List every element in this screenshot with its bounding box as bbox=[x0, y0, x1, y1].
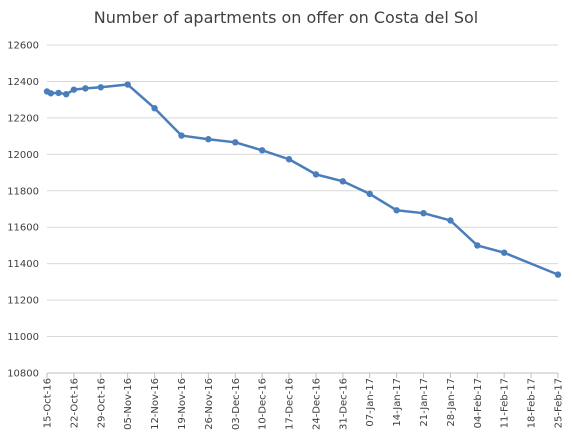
x-tick-label: 05-Nov-16 bbox=[123, 378, 134, 430]
data-point bbox=[339, 178, 347, 185]
x-tick-label: 19-Nov-16 bbox=[177, 378, 188, 430]
y-tick-label: 12200 bbox=[7, 113, 39, 124]
data-point bbox=[63, 91, 70, 98]
x-tick-label: 26-Nov-16 bbox=[204, 378, 215, 430]
x-tick-label: 15-Oct-16 bbox=[43, 378, 54, 428]
data-point bbox=[178, 132, 185, 139]
chart-title: Number of apartments on offer on Costa d… bbox=[93, 8, 479, 27]
x-tick-label: 21-Jan-17 bbox=[419, 378, 430, 427]
x-tick-label: 25-Feb-17 bbox=[554, 378, 565, 428]
data-point bbox=[205, 136, 212, 143]
x-tick-label: 04-Feb-17 bbox=[473, 378, 484, 428]
x-tick-label: 10-Dec-16 bbox=[258, 378, 269, 430]
data-point bbox=[70, 86, 78, 93]
x-tick-label: 18-Feb-17 bbox=[527, 378, 538, 428]
x-tick-label: 11-Feb-17 bbox=[500, 378, 511, 428]
x-tick-label: 12-Nov-16 bbox=[150, 378, 161, 430]
x-tick-label: 22-Oct-16 bbox=[69, 378, 80, 428]
y-tick-label: 11600 bbox=[7, 223, 39, 234]
x-tick-label: 14-Jan-17 bbox=[392, 378, 403, 427]
x-tick-label: 29-Oct-16 bbox=[96, 378, 107, 428]
data-point bbox=[447, 217, 454, 224]
data-point bbox=[285, 156, 293, 163]
data-point bbox=[474, 242, 481, 249]
y-tick-label: 11200 bbox=[7, 296, 39, 307]
data-point bbox=[312, 171, 320, 178]
y-tick-label: 12400 bbox=[7, 77, 39, 88]
data-point bbox=[47, 90, 55, 97]
series-line bbox=[46, 83, 559, 276]
data-point bbox=[82, 85, 89, 92]
data-point bbox=[55, 89, 62, 97]
data-point bbox=[232, 139, 239, 146]
x-tick-label: 07-Jan-17 bbox=[365, 378, 376, 427]
y-tick-label: 12600 bbox=[7, 41, 39, 52]
data-point bbox=[124, 81, 131, 88]
y-axis-tick-labels: 10800 11000 11200 11400 11600 11800 12000 12200… bbox=[7, 41, 39, 380]
y-tick-label: 11400 bbox=[7, 259, 39, 270]
data-point bbox=[366, 190, 373, 198]
y-tick-label: 11800 bbox=[7, 186, 39, 197]
x-axis-tick-labels: 15-Oct-16 22-Oct-16 29-Oct-16 05-Nov-16 12-N… bbox=[43, 378, 565, 430]
data-point bbox=[501, 249, 508, 256]
y-tick-label: 11000 bbox=[7, 332, 39, 343]
x-tick-label: 24-Dec-16 bbox=[311, 378, 322, 430]
x-tick-label: 17-Dec-16 bbox=[285, 378, 296, 430]
x-axis bbox=[46, 372, 559, 378]
data-point bbox=[393, 207, 400, 214]
x-tick-label: 31-Dec-16 bbox=[338, 378, 349, 430]
data-point bbox=[151, 105, 158, 112]
x-tick-label: 03-Dec-16 bbox=[231, 378, 242, 430]
data-point bbox=[554, 271, 562, 278]
data-point bbox=[258, 147, 266, 154]
y-tick-label: 10800 bbox=[7, 369, 39, 380]
x-tick-label: 28-Jan-17 bbox=[446, 378, 457, 427]
data-point bbox=[420, 209, 427, 217]
y-tick-label: 12000 bbox=[7, 150, 39, 161]
data-point bbox=[97, 84, 104, 91]
series-layer bbox=[43, 81, 562, 278]
grid-lines bbox=[47, 44, 558, 374]
